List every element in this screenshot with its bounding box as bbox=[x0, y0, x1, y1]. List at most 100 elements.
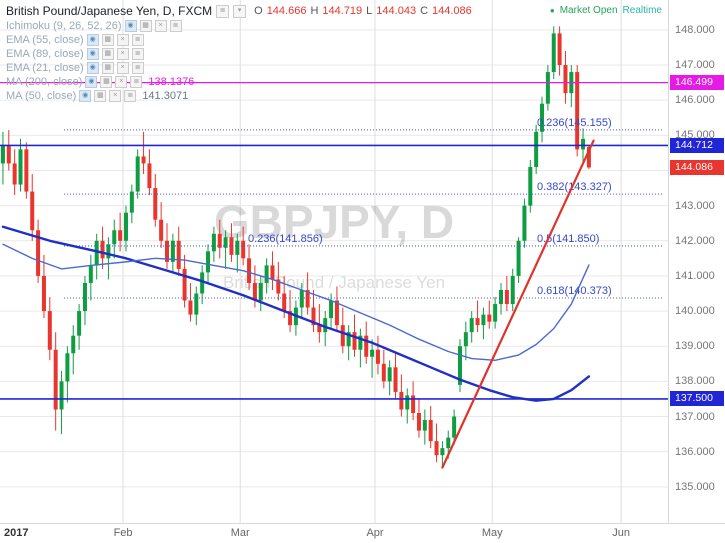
time-tick-label: May bbox=[481, 527, 503, 539]
indicator-value: 141.3071 bbox=[142, 89, 189, 102]
candle-body bbox=[499, 289, 503, 305]
symbol-title[interactable]: British Pound/Japanese Yen, D, FXCM bbox=[6, 4, 213, 18]
gear-icon[interactable]: ▦ bbox=[101, 33, 114, 46]
candle-body bbox=[106, 244, 111, 259]
candle-body bbox=[311, 307, 316, 326]
close-icon[interactable]: × bbox=[116, 47, 129, 60]
candle-body bbox=[229, 237, 234, 255]
candle-body bbox=[475, 318, 480, 326]
indicator-legend: Ichimoku (9, 26, 52, 26) ◉ ▦ × ≣ EMA (55, clo… bbox=[6, 19, 472, 102]
candle-body bbox=[346, 332, 351, 347]
candle-body bbox=[305, 289, 310, 308]
menu-icon[interactable]: ≣ bbox=[131, 61, 144, 74]
ohlc-close-label: C bbox=[420, 5, 429, 17]
candle-body bbox=[24, 149, 29, 192]
candle-body bbox=[551, 33, 556, 73]
fib-level-label: 0.236(145.155) bbox=[537, 117, 612, 129]
candle-body bbox=[88, 265, 93, 283]
trend-line[interactable] bbox=[441, 139, 595, 469]
fib-level-label: 0.5(141.850) bbox=[537, 233, 599, 245]
indicator-label[interactable]: MA (200, close) bbox=[6, 75, 83, 88]
ohlc-close-value: 144.086 bbox=[432, 5, 472, 17]
candle-body bbox=[399, 391, 404, 410]
candle-body bbox=[41, 275, 46, 312]
close-icon[interactable]: × bbox=[115, 75, 128, 88]
price-tick-label: 146.000 bbox=[675, 94, 715, 107]
watermark-symbol: GBPJPY, D bbox=[214, 196, 454, 248]
indicator-label[interactable]: EMA (55, close) bbox=[6, 33, 84, 46]
candle-body bbox=[381, 363, 386, 382]
indicator-label[interactable]: EMA (89, close) bbox=[6, 47, 84, 60]
eye-icon[interactable]: ◉ bbox=[86, 33, 99, 46]
indicator-label[interactable]: EMA (21, close) bbox=[6, 61, 84, 74]
menu-icon[interactable]: ≣ bbox=[169, 19, 182, 32]
candle-body bbox=[405, 395, 410, 410]
price-tick-label: 148.000 bbox=[675, 23, 715, 36]
price-tick-label: 136.000 bbox=[675, 445, 715, 458]
indicator-label[interactable]: MA (50, close) bbox=[6, 89, 77, 102]
candle-body bbox=[235, 240, 240, 255]
eye-icon[interactable]: ◉ bbox=[86, 47, 99, 60]
candle-body bbox=[440, 448, 445, 456]
close-icon[interactable]: × bbox=[116, 33, 129, 46]
menu-icon[interactable]: ≣ bbox=[130, 75, 143, 88]
candle-body bbox=[153, 188, 158, 220]
indicator-value: 138.1376 bbox=[148, 75, 195, 88]
candle-body bbox=[112, 230, 117, 245]
ma-line[interactable] bbox=[1, 225, 591, 402]
candle-body bbox=[428, 420, 433, 442]
candle-body bbox=[463, 332, 468, 347]
gear-icon[interactable]: ▦ bbox=[139, 19, 152, 32]
fib-level-label: 0.618(140.373) bbox=[537, 285, 612, 297]
gear-icon[interactable]: ▦ bbox=[94, 89, 107, 102]
eye-icon[interactable]: ◉ bbox=[85, 75, 98, 88]
candle-body bbox=[375, 349, 380, 364]
price-tick-label: 143.000 bbox=[675, 199, 715, 212]
eye-icon[interactable]: ◉ bbox=[124, 19, 137, 32]
candle-body bbox=[247, 258, 252, 283]
settings-icon[interactable]: ≣ bbox=[216, 4, 230, 18]
price-tick-label: 140.000 bbox=[675, 305, 715, 318]
candle-body bbox=[393, 367, 398, 392]
time-tick-label: Jun bbox=[612, 527, 630, 539]
candle-body bbox=[481, 314, 486, 326]
ma-line[interactable] bbox=[2, 243, 590, 361]
candle-body bbox=[323, 318, 328, 333]
close-icon[interactable]: × bbox=[154, 19, 167, 32]
price-tick-label: 142.000 bbox=[675, 234, 715, 247]
menu-icon[interactable]: ≣ bbox=[124, 89, 137, 102]
gear-icon[interactable]: ▦ bbox=[100, 75, 113, 88]
candle-body bbox=[358, 335, 363, 350]
market-status-label: Market Open bbox=[559, 5, 618, 16]
time-axis[interactable]: 2017 Feb Mar Apr May Jun bbox=[0, 523, 725, 543]
candle-body bbox=[200, 272, 205, 294]
gear-icon[interactable]: ▦ bbox=[101, 47, 114, 60]
candle-body bbox=[340, 325, 345, 347]
price-tick-label: 139.000 bbox=[675, 340, 715, 353]
eye-icon[interactable]: ◉ bbox=[79, 89, 92, 102]
price-axis[interactable]: 148.000 147.000 146.000 145.000 143.000 142.0… bbox=[668, 0, 725, 523]
candle-body bbox=[317, 325, 322, 333]
candle-body bbox=[422, 420, 427, 431]
candle-body bbox=[252, 282, 257, 301]
ohlc-low-label: L bbox=[366, 5, 373, 17]
close-icon[interactable]: × bbox=[109, 89, 122, 102]
eye-icon[interactable]: ◉ bbox=[86, 61, 99, 74]
candle-body bbox=[510, 275, 515, 305]
ohlc-open-label: O bbox=[254, 5, 263, 17]
dropdown-icon[interactable]: ▾ bbox=[233, 4, 247, 18]
legend-row: Ichimoku (9, 26, 52, 26) ◉ ▦ × ≣ bbox=[6, 19, 472, 32]
candle-body bbox=[0, 145, 5, 164]
candle-body bbox=[59, 381, 64, 410]
candle-body bbox=[416, 413, 421, 431]
time-tick-label: 2017 bbox=[4, 527, 29, 539]
close-icon[interactable]: × bbox=[116, 61, 129, 74]
fib-level-label: 0.236(141.856) bbox=[248, 233, 323, 245]
gear-icon[interactable]: ▦ bbox=[101, 61, 114, 74]
candle-body bbox=[452, 416, 457, 438]
candle-body bbox=[141, 156, 146, 164]
menu-icon[interactable]: ≣ bbox=[131, 33, 144, 46]
menu-icon[interactable]: ≣ bbox=[131, 47, 144, 60]
indicator-label[interactable]: Ichimoku (9, 26, 52, 26) bbox=[6, 19, 122, 32]
